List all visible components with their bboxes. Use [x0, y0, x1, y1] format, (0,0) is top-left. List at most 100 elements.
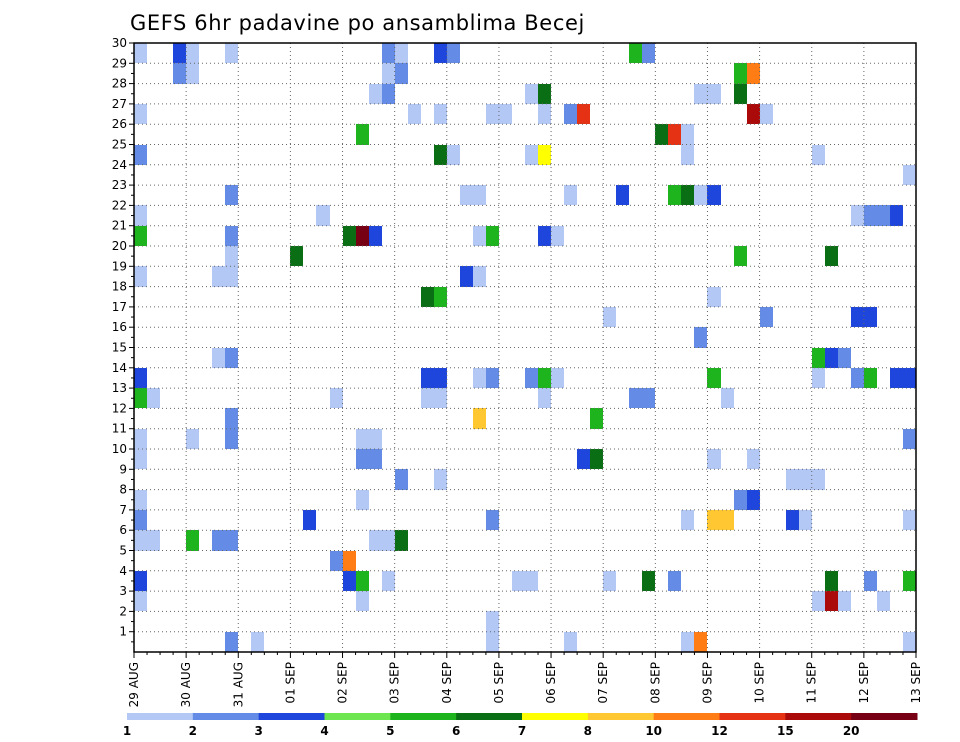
- precip-cell: [421, 287, 434, 307]
- precip-cell: [369, 530, 382, 551]
- precip-cell: [812, 368, 825, 388]
- precip-cell: [356, 226, 369, 246]
- precip-cell: [694, 327, 707, 348]
- precip-cell: [212, 530, 225, 551]
- y-tick-label: 6: [119, 523, 127, 537]
- precip-cell: [681, 124, 694, 145]
- precip-cell: [486, 611, 499, 632]
- precip-cell: [551, 226, 564, 246]
- precip-cell: [225, 429, 238, 449]
- y-tick-label: 3: [119, 584, 127, 598]
- precip-cell: [447, 43, 460, 63]
- precip-cell: [734, 490, 747, 510]
- precip-cell: [316, 205, 330, 226]
- precip-cell: [382, 63, 395, 84]
- precip-cell: [838, 348, 851, 368]
- precip-cell: [668, 124, 681, 145]
- precip-cell: [903, 510, 916, 530]
- y-tick-label: 21: [112, 219, 127, 233]
- precip-cell: [525, 368, 538, 388]
- precip-cell: [382, 530, 395, 551]
- y-tick-label: 24: [112, 158, 127, 172]
- x-tick-label: 10 SEP: [753, 662, 767, 704]
- precip-cell: [799, 510, 812, 530]
- x-tick-label: 02 SEP: [336, 662, 350, 704]
- precip-cell: [147, 388, 160, 408]
- precip-cell: [668, 185, 681, 205]
- precip-cell: [747, 490, 760, 510]
- precip-cell: [629, 388, 642, 408]
- precip-cell: [851, 368, 864, 388]
- y-tick-label: 11: [112, 422, 127, 436]
- precip-cell: [134, 368, 147, 388]
- precip-cell: [356, 490, 369, 510]
- precip-cell: [642, 43, 655, 63]
- precip-cell: [212, 348, 225, 368]
- precip-cell: [707, 368, 721, 388]
- precip-cell: [629, 43, 642, 63]
- precip-cell: [225, 632, 238, 652]
- precip-cell: [330, 388, 343, 408]
- precip-cell: [694, 84, 707, 104]
- precip-cell: [603, 307, 616, 327]
- precip-cell: [681, 185, 694, 205]
- precip-cell: [134, 429, 147, 449]
- precip-cell: [707, 185, 721, 205]
- precip-cell: [460, 185, 473, 205]
- legend-label: 12: [711, 724, 728, 738]
- precip-cell: [525, 84, 538, 104]
- precip-cell: [395, 469, 408, 490]
- precip-cell: [382, 84, 395, 104]
- precip-cell: [825, 246, 838, 266]
- precip-cell: [721, 510, 734, 530]
- precip-cell: [356, 591, 369, 611]
- precip-cell: [864, 307, 877, 327]
- precip-cell: [447, 145, 460, 165]
- precip-cell: [812, 469, 825, 490]
- x-tick-label: 03 SEP: [388, 662, 402, 704]
- precip-cell: [825, 348, 838, 368]
- precip-cell: [356, 449, 369, 469]
- x-tick-label: 31 AUG: [231, 662, 245, 707]
- x-tick-label: 08 SEP: [648, 662, 662, 704]
- precip-cell: [877, 205, 890, 226]
- x-tick-label: 29 AUG: [127, 662, 141, 707]
- chart-title: GEFS 6hr padavine po ansamblima Becej: [130, 11, 585, 35]
- legend-label: 6: [452, 724, 460, 738]
- precip-cell: [694, 185, 707, 205]
- precip-cell: [564, 632, 577, 652]
- precip-cell: [395, 63, 408, 84]
- precip-cell: [147, 530, 160, 551]
- y-tick-label: 18: [112, 280, 127, 294]
- precip-cell: [395, 530, 408, 551]
- precip-cell: [890, 205, 903, 226]
- precip-cell: [538, 226, 551, 246]
- precip-cell: [343, 571, 356, 591]
- legend-label: 4: [320, 724, 328, 738]
- precip-cell: [812, 145, 825, 165]
- legend-swatch: [127, 713, 194, 720]
- precip-cell: [225, 348, 238, 368]
- y-tick-label: 14: [112, 361, 127, 375]
- x-tick-label: 12 SEP: [857, 662, 871, 704]
- precip-cell: [225, 43, 238, 63]
- precip-cell: [603, 571, 616, 591]
- precip-cell: [460, 266, 473, 287]
- precip-cell: [343, 226, 356, 246]
- legend-swatch: [587, 713, 655, 720]
- y-tick-label: 30: [112, 36, 127, 50]
- precip-cell: [903, 368, 916, 388]
- legend-label: 2: [189, 724, 197, 738]
- precip-cell: [134, 510, 147, 530]
- legend-swatch: [785, 713, 852, 720]
- y-tick-label: 17: [112, 300, 127, 314]
- legend-swatch: [851, 713, 918, 720]
- precip-cell: [369, 84, 382, 104]
- precip-cell: [369, 226, 382, 246]
- precip-cell: [382, 571, 395, 591]
- x-tick-label: 05 SEP: [492, 662, 506, 704]
- precip-cell: [538, 84, 551, 104]
- legend-swatch: [324, 713, 391, 720]
- y-tick-label: 8: [119, 483, 127, 497]
- precip-cell: [134, 266, 147, 287]
